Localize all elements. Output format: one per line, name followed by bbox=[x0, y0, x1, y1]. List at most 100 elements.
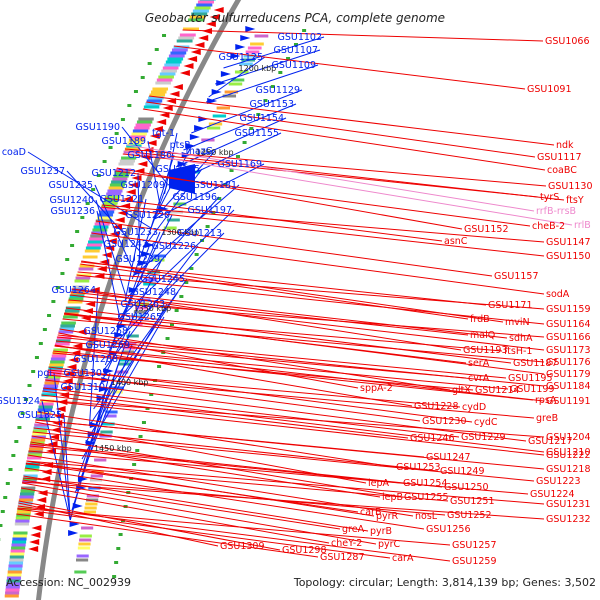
reverse-gene-arrow bbox=[169, 91, 180, 97]
reverse-gene-arrow bbox=[62, 378, 73, 384]
gene-label-reverse: GSU1191 bbox=[546, 396, 591, 407]
label-connector-reverse bbox=[57, 336, 545, 387]
gene-label-reverse: GSU1252 bbox=[447, 510, 492, 521]
label-connector-reverse bbox=[55, 340, 467, 379]
gene-label-reverse: GSU1199 bbox=[510, 384, 555, 395]
reverse-gene-arrow bbox=[198, 35, 209, 41]
gc-marker bbox=[102, 160, 107, 163]
forward-gene-arrow bbox=[189, 134, 200, 140]
reverse-gene-arrow bbox=[28, 546, 39, 552]
label-connector-reverse bbox=[40, 399, 545, 438]
reverse-gene-arrow bbox=[187, 56, 198, 62]
gene-label-forward: GSU1288 bbox=[73, 354, 118, 365]
kbp-tick-label: 1250 kbp bbox=[196, 148, 234, 157]
gc-marker bbox=[179, 295, 184, 298]
label-connector-forward bbox=[208, 56, 266, 98]
label-connector-forward bbox=[142, 168, 203, 249]
gc-marker bbox=[120, 118, 125, 121]
label-connector-reverse bbox=[40, 399, 545, 456]
label-connector-reverse bbox=[81, 260, 504, 323]
reverse-gene-arrow bbox=[146, 140, 157, 146]
label-connector-reverse bbox=[17, 508, 391, 559]
reverse-gene-arrow bbox=[106, 238, 117, 244]
forward-gene-arrow bbox=[216, 80, 227, 86]
gene-label-reverse: cvrA bbox=[468, 373, 490, 384]
gene-label-reverse: carA bbox=[392, 553, 414, 564]
gene-label-reverse: GSU1204 bbox=[546, 432, 591, 443]
label-connector-reverse bbox=[182, 29, 544, 42]
gene-label-forward: GSU1242 bbox=[103, 239, 148, 250]
gc-marker bbox=[286, 57, 291, 60]
reverse-gene-arrow bbox=[190, 49, 201, 55]
gc-marker bbox=[27, 384, 32, 387]
gc-marker bbox=[85, 202, 90, 205]
gc-marker bbox=[170, 323, 174, 326]
gc-marker bbox=[189, 267, 194, 270]
gene-label-forward: GSU1102 bbox=[277, 32, 322, 43]
gene-label-reverse: mviN bbox=[505, 317, 530, 328]
gene-label-reverse: cheY-2 bbox=[331, 538, 362, 549]
reverse-gene-arrow bbox=[152, 126, 163, 132]
label-connector-reverse bbox=[54, 345, 509, 390]
gene-label-reverse: GSU1195 bbox=[508, 373, 553, 384]
label-connector-forward bbox=[118, 209, 235, 320]
gene-label-forward: GSU1209 bbox=[120, 180, 165, 191]
gene-label-reverse: GSU1230 bbox=[422, 416, 467, 427]
label-connector-reverse bbox=[22, 479, 341, 530]
label-connector-reverse bbox=[54, 344, 413, 407]
gc-marker bbox=[235, 155, 240, 158]
gc-marker bbox=[17, 426, 22, 429]
label-connector-reverse bbox=[142, 108, 546, 171]
gc-marker bbox=[278, 71, 283, 74]
label-connector-reverse bbox=[69, 294, 545, 351]
forward-gene-arrow bbox=[68, 530, 79, 536]
gc-marker bbox=[211, 211, 216, 214]
gc-marker bbox=[96, 174, 101, 177]
gc-marker bbox=[127, 104, 132, 107]
forward-gene-arrow bbox=[207, 98, 218, 104]
label-connector-reverse bbox=[104, 197, 443, 242]
gene-label-reverse: GSU1223 bbox=[536, 476, 581, 487]
label-connector-reverse bbox=[42, 390, 545, 453]
gene-label-reverse: GSU1218 bbox=[546, 464, 591, 475]
forward-gene-arrow bbox=[69, 521, 80, 527]
reverse-gene-arrow bbox=[205, 21, 216, 27]
label-connector-forward bbox=[191, 89, 303, 134]
gc-marker bbox=[55, 286, 60, 289]
gene-label-reverse: GSU1253 bbox=[396, 462, 441, 473]
forward-gene-arrow bbox=[235, 44, 246, 50]
gene-label-forward: GSU1186 bbox=[127, 150, 172, 161]
gene-label-reverse: GSU1166 bbox=[546, 332, 591, 343]
gc-marker bbox=[42, 328, 47, 331]
label-connector-reverse bbox=[43, 387, 460, 438]
gc-marker bbox=[184, 281, 189, 284]
gc-marker bbox=[194, 253, 199, 256]
gc-marker bbox=[20, 412, 25, 415]
reverse-gene-arrow bbox=[36, 497, 47, 503]
label-connector-forward bbox=[168, 132, 282, 186]
gene-label-reverse: GSU1173 bbox=[546, 345, 591, 356]
gene-label-reverse: GSU1246 bbox=[410, 433, 455, 444]
gene-label-reverse: greA bbox=[342, 524, 365, 535]
label-connector-forward bbox=[124, 196, 220, 301]
gc-marker bbox=[145, 407, 150, 410]
gene-label-reverse: rpsA bbox=[535, 395, 557, 406]
reverse-gene-arrow bbox=[137, 161, 148, 167]
gene-label-forward: GSU1240 bbox=[49, 195, 94, 206]
gene-label-rna: rrlB bbox=[574, 220, 591, 231]
label-connector-reverse bbox=[101, 206, 545, 257]
gene-label-reverse: GSU1251 bbox=[450, 496, 495, 507]
gene-label-forward: pgi bbox=[37, 368, 52, 379]
reverse-gene-arrow bbox=[85, 301, 96, 307]
label-connector-reverse bbox=[25, 463, 449, 502]
reverse-gene-arrow bbox=[29, 539, 40, 545]
label-connector-reverse bbox=[47, 371, 421, 422]
gc-marker bbox=[147, 62, 152, 65]
label-connector-reverse bbox=[22, 481, 545, 520]
gene-label-reverse: serA bbox=[468, 358, 490, 369]
gene-label-reverse: GSU1184 bbox=[546, 381, 591, 392]
gc-marker bbox=[112, 575, 117, 578]
reverse-gene-arrow bbox=[60, 385, 71, 391]
gc-marker bbox=[51, 300, 56, 303]
